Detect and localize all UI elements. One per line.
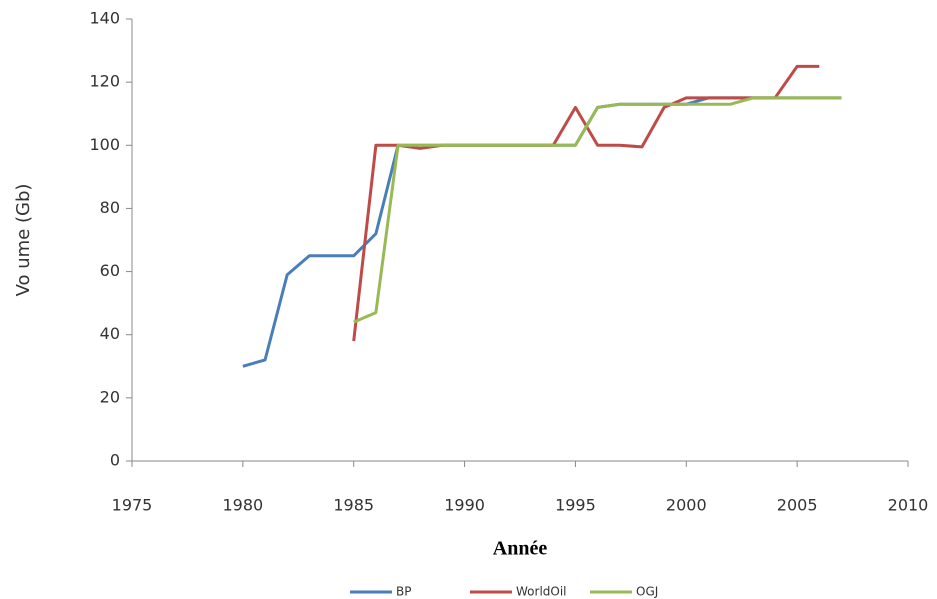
x-tick-label: 1975	[112, 496, 153, 515]
legend-label: BP	[396, 585, 411, 599]
y-tick-label: 80	[100, 198, 120, 217]
x-axis-label: Année	[493, 538, 548, 560]
x-tick-label: 2000	[666, 496, 707, 515]
y-axis-label: Vo ume (Gb)	[13, 184, 34, 297]
x-tick-label: 2010	[888, 496, 929, 515]
x-tick-label: 1980	[222, 496, 263, 515]
x-tick-label: 1995	[555, 496, 596, 515]
y-tick-label: 0	[110, 451, 120, 470]
series-line	[242, 96, 842, 368]
y-tick-label: 40	[100, 324, 120, 343]
series-line	[353, 96, 842, 324]
y-tick-label: 140	[89, 9, 120, 28]
y-tick-label: 60	[100, 261, 120, 280]
x-tick-label: 1990	[444, 496, 485, 515]
series-line	[352, 64, 820, 342]
x-tick-label: 2005	[777, 496, 818, 515]
y-tick-label: 100	[89, 135, 120, 154]
legend-label: OGJ	[636, 585, 658, 599]
x-tick-label: 1985	[333, 496, 374, 515]
y-tick-label: 120	[89, 72, 120, 91]
legend-label: WorldOil	[516, 585, 567, 599]
y-tick-label: 20	[100, 387, 120, 406]
